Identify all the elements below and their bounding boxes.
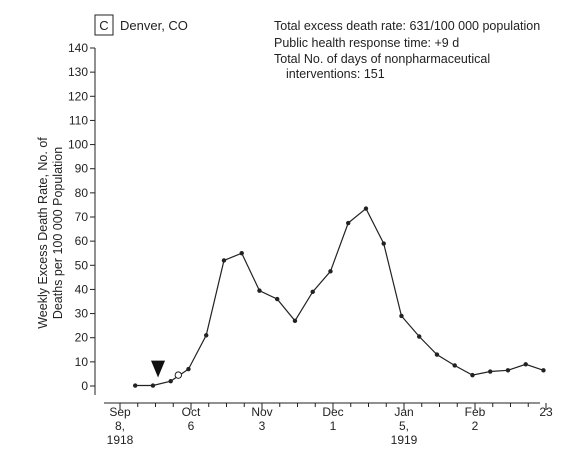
y-tick-label: 60 [75, 234, 89, 248]
x-tick-label: Dec [322, 405, 343, 419]
y-tick-label: 110 [69, 113, 88, 127]
data-point [488, 369, 493, 374]
x-tick-label: 1918 [107, 433, 134, 447]
data-point [399, 313, 404, 319]
data-point [168, 378, 173, 384]
y-tick-label: 30 [75, 307, 89, 321]
data-point [150, 383, 156, 388]
stats-line-2: Public health response time: +9 d [274, 36, 459, 50]
y-tick-label: 130 [68, 65, 88, 79]
y-tick-label: 90 [75, 162, 89, 176]
series-line [135, 207, 544, 387]
y-tick-label: 20 [75, 331, 89, 345]
data-point [133, 383, 138, 388]
x-tick-label: Oct [182, 405, 201, 419]
data-point [221, 258, 227, 263]
panel-location: Denver, CO [120, 18, 188, 33]
data-point [186, 366, 191, 372]
panel-letter-box [94, 14, 114, 36]
stats-line-1: Total excess death rate: 631/100 000 pop… [274, 19, 540, 33]
x-tick-label: 23 [539, 405, 553, 419]
y-axis-label-line-2: Deaths per 100 000 Population [51, 147, 65, 319]
y-tick-label: 100 [68, 138, 88, 152]
y-tick-label: 0 [81, 379, 88, 393]
data-point [328, 269, 333, 274]
data-point [363, 206, 369, 211]
data-point [292, 318, 298, 324]
y-tick-label: 10 [75, 355, 89, 369]
x-tick-label: 2 [472, 419, 479, 433]
x-tick-label: Feb [465, 405, 486, 419]
data-point [257, 288, 262, 293]
stats-line-4: interventions: 151 [286, 67, 385, 81]
x-tick-label: 3 [259, 419, 266, 433]
x-tick-label: 1 [330, 419, 337, 433]
x-tick-label: 8, [115, 419, 125, 433]
data-point [417, 334, 422, 339]
data-point [381, 241, 386, 246]
y-tick-label: 120 [68, 89, 88, 103]
data-point [346, 220, 351, 226]
x-tick-label: Sep [109, 405, 131, 419]
y-tick-label: 70 [75, 210, 89, 224]
y-tick-label: 140 [68, 41, 88, 55]
data-point [541, 368, 546, 373]
data-point [275, 296, 280, 302]
data-point [239, 251, 244, 256]
data-point [434, 352, 440, 357]
open-circle-marker [174, 371, 183, 379]
x-tick-label: 5, [399, 419, 409, 433]
y-tick-label: 40 [75, 282, 89, 296]
data-point [505, 368, 511, 373]
data-point [470, 372, 475, 378]
panel-letter: C [99, 18, 108, 33]
y-axis-label-line-1: Weekly Excess Death Rate, No. of [36, 137, 50, 329]
x-tick-label: 6 [188, 419, 195, 433]
axes: 0102030405060708090100110120130140Sep8,1… [68, 41, 553, 447]
x-tick-label: Jan [394, 405, 413, 419]
intervention-arrow-icon [151, 360, 166, 378]
data-point [204, 333, 209, 338]
data-point [523, 362, 528, 367]
x-tick-label: Nov [251, 405, 272, 419]
data-point [452, 363, 457, 368]
data-point [310, 289, 315, 295]
y-tick-label: 80 [75, 186, 89, 200]
x-tick-label: 1919 [391, 433, 418, 447]
plot-area [133, 206, 546, 388]
stats-line-3: Total No. of days of nonpharmaceutical [274, 52, 490, 66]
y-axis-label: Weekly Excess Death Rate, No. of Deaths … [36, 137, 65, 329]
y-tick-label: 50 [75, 258, 89, 272]
